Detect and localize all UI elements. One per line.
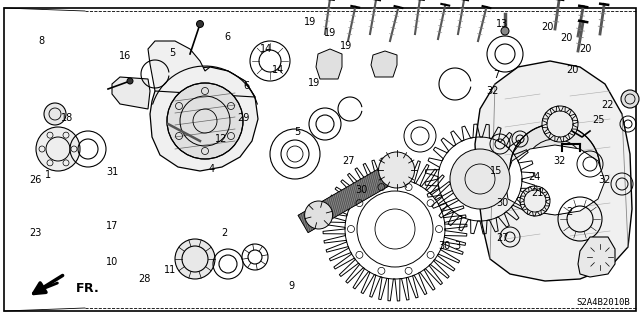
Text: S2A4B2010B: S2A4B2010B (576, 298, 630, 307)
Text: 30: 30 (355, 185, 368, 195)
Text: 15: 15 (490, 166, 502, 176)
Polygon shape (578, 237, 615, 277)
Text: 9: 9 (288, 280, 294, 291)
Text: 7: 7 (493, 70, 499, 80)
Text: 13: 13 (496, 19, 509, 29)
Circle shape (542, 106, 578, 142)
Polygon shape (475, 61, 632, 281)
Text: 30: 30 (438, 241, 451, 251)
Text: 32: 32 (598, 175, 611, 185)
Text: 24: 24 (528, 172, 541, 182)
Circle shape (44, 103, 66, 125)
Polygon shape (371, 51, 397, 77)
Text: 10: 10 (106, 256, 118, 267)
Circle shape (167, 83, 243, 159)
Polygon shape (298, 155, 412, 233)
Polygon shape (316, 49, 342, 79)
Text: 1: 1 (45, 170, 51, 181)
Text: 14: 14 (272, 65, 285, 75)
Text: 20: 20 (541, 22, 554, 32)
Circle shape (510, 124, 600, 214)
Circle shape (450, 149, 510, 209)
Text: 22: 22 (602, 100, 614, 110)
Circle shape (36, 127, 80, 171)
Circle shape (305, 201, 333, 229)
Text: 14: 14 (259, 44, 272, 55)
Text: 32: 32 (486, 86, 499, 96)
Polygon shape (150, 67, 258, 171)
Text: 21: 21 (531, 188, 544, 198)
Text: 4: 4 (208, 164, 214, 174)
Text: 8: 8 (38, 36, 45, 47)
Text: 20: 20 (566, 65, 579, 75)
Text: 19: 19 (323, 28, 336, 39)
Polygon shape (505, 145, 605, 215)
Text: 3: 3 (454, 241, 461, 251)
Text: $\mathbf{FR.}$: $\mathbf{FR.}$ (75, 283, 99, 295)
Text: 5: 5 (170, 48, 176, 58)
Text: 19: 19 (304, 17, 317, 27)
Text: 27: 27 (342, 156, 355, 166)
Text: 30: 30 (496, 197, 509, 208)
Text: 18: 18 (61, 113, 74, 123)
Text: 19: 19 (339, 41, 352, 51)
Text: 23: 23 (29, 228, 42, 238)
Text: 26: 26 (29, 175, 42, 185)
Text: 31: 31 (106, 167, 118, 177)
Circle shape (196, 20, 204, 27)
Polygon shape (112, 77, 150, 109)
Text: 20: 20 (560, 33, 573, 43)
Circle shape (375, 209, 415, 249)
Text: 5: 5 (294, 127, 301, 137)
Text: 2: 2 (221, 228, 227, 238)
Text: 25: 25 (592, 115, 605, 125)
Text: 29: 29 (237, 113, 250, 123)
Polygon shape (148, 41, 255, 97)
Circle shape (501, 27, 509, 35)
Text: 17: 17 (106, 221, 118, 232)
Text: 12: 12 (214, 134, 227, 144)
Text: 6: 6 (224, 32, 230, 42)
Text: 20: 20 (579, 44, 592, 55)
Text: 11: 11 (163, 264, 176, 275)
Circle shape (175, 239, 215, 279)
Text: 16: 16 (118, 51, 131, 61)
Text: 27: 27 (496, 233, 509, 243)
Circle shape (621, 90, 639, 108)
Text: 32: 32 (554, 156, 566, 166)
Circle shape (379, 152, 415, 188)
Text: 28: 28 (138, 274, 150, 284)
Circle shape (520, 186, 550, 216)
Text: 19: 19 (307, 78, 320, 88)
Circle shape (540, 154, 570, 184)
Text: 2: 2 (566, 207, 573, 217)
Text: 6: 6 (243, 81, 250, 91)
Circle shape (127, 78, 133, 84)
